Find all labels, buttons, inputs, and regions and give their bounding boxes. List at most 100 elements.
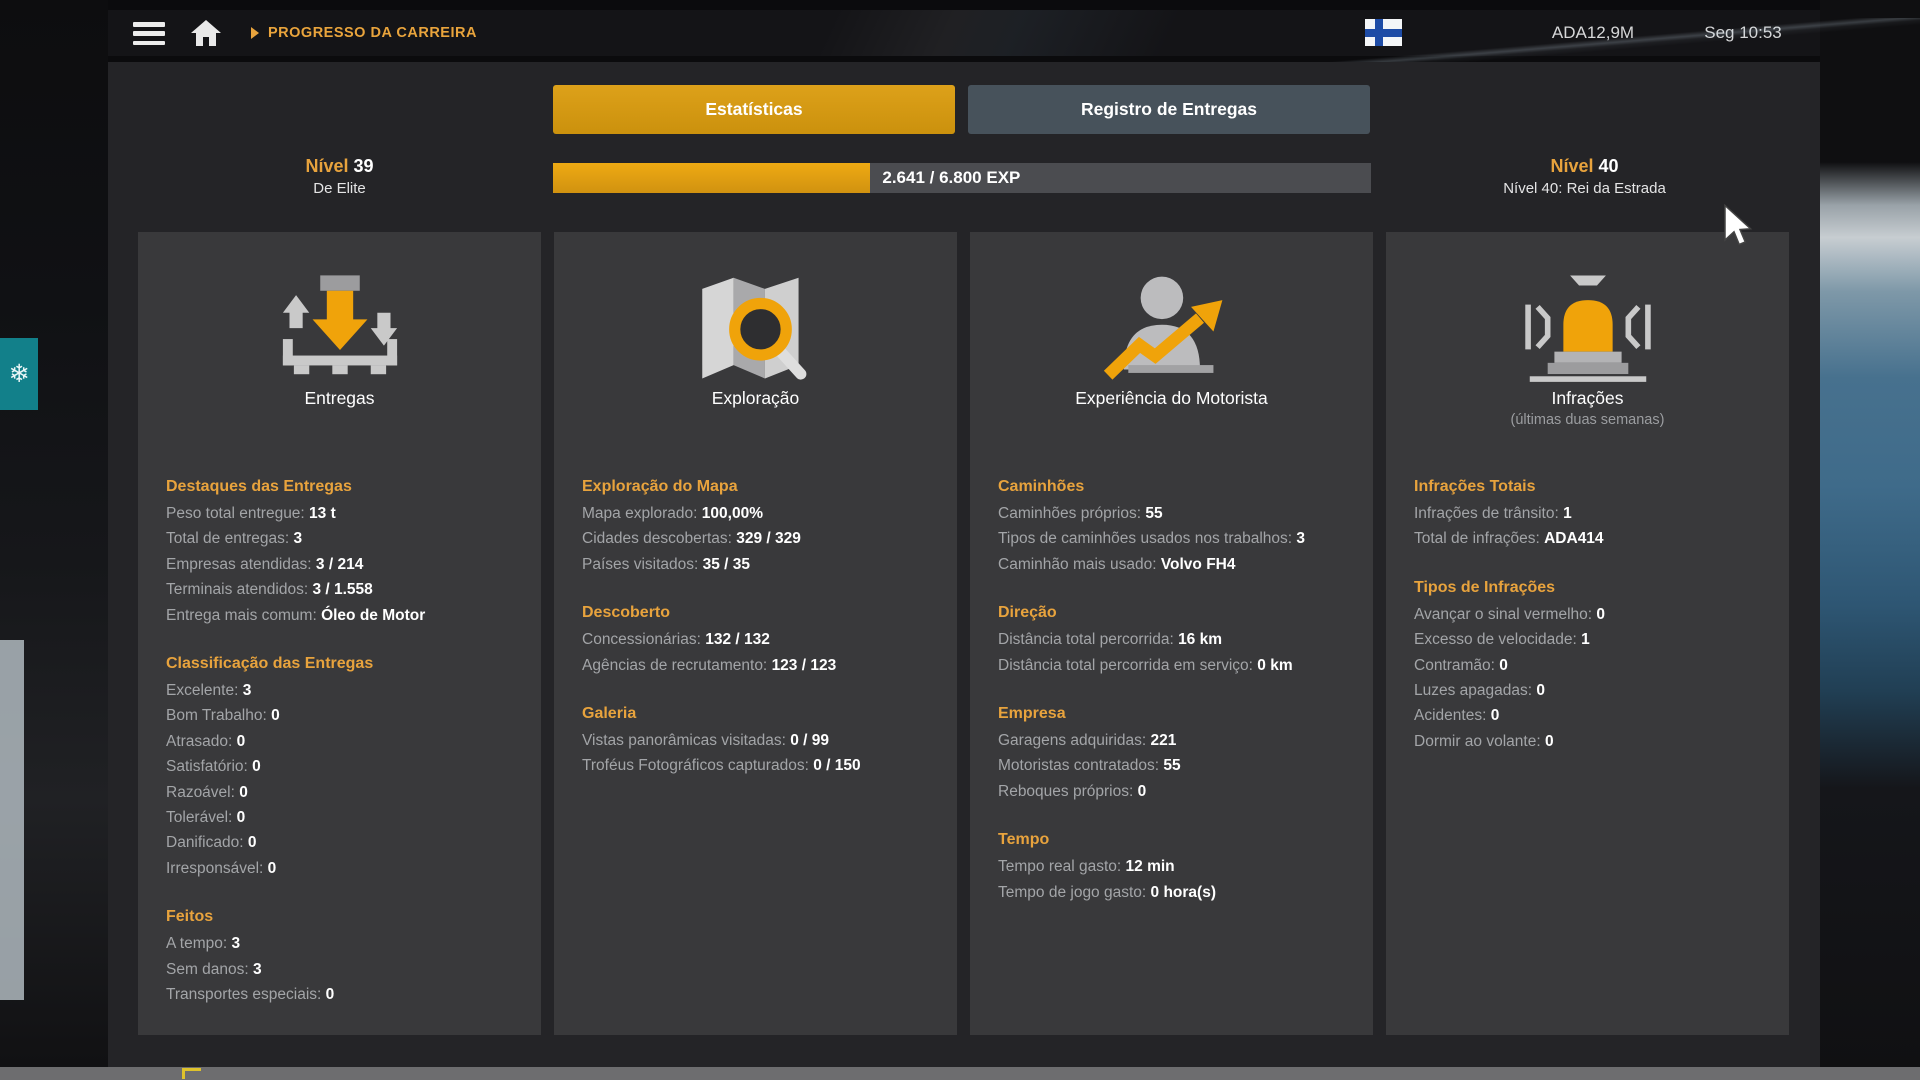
- next-level-subtitle: Nível 40: Rei da Estrada: [1503, 180, 1666, 197]
- stat-row: Concessionárias: 132 / 132: [582, 627, 929, 652]
- stats-columns: Entregas Destaques das Entregas Peso tot…: [138, 232, 1789, 1035]
- stat-label: Países visitados:: [582, 555, 703, 573]
- stat-label: Total de infrações:: [1414, 530, 1545, 548]
- section-stats: A tempo: 3 Sem danos: 3 Transportes espe…: [166, 931, 513, 1007]
- stat-value: 3: [1296, 530, 1306, 548]
- section-stats: Tempo real gasto: 12 min Tempo de jogo g…: [998, 854, 1345, 905]
- stat-row: Tempo de jogo gasto: 0 hora(s): [998, 880, 1345, 905]
- stat-value: 0: [271, 707, 280, 725]
- stat-row: Mapa explorado: 100,00%: [582, 501, 929, 526]
- stats-section: Exploração do Mapa Mapa explorado: 100,0…: [582, 477, 929, 577]
- stat-row: Cidades descobertas: 329 / 329: [582, 526, 929, 551]
- stat-label: Vistas panorâmicas visitadas:: [582, 732, 791, 750]
- stats-column-cargo: Entregas Destaques das Entregas Peso tot…: [138, 232, 541, 1035]
- section-header: Destaques das Entregas: [166, 478, 352, 495]
- tab-label: Estatísticas: [705, 99, 803, 119]
- stat-row: Total de entregas: 3: [166, 526, 513, 551]
- section-stats: Excelente: 3 Bom Trabalho: 0 Atrasado: 0…: [166, 678, 513, 881]
- column-header: Entregas: [138, 232, 541, 477]
- siren-infractions-icon: [1524, 275, 1651, 382]
- stat-row: A tempo: 3: [166, 931, 513, 956]
- stat-value: 0: [1596, 605, 1605, 623]
- stat-value: 3 / 1.558: [312, 581, 373, 599]
- stat-value: Volvo FH4: [1160, 555, 1236, 573]
- stat-value: 0: [247, 834, 257, 852]
- stat-label: Distância total percorrida:: [998, 631, 1179, 649]
- column-header: Experiência do Motorista: [970, 232, 1373, 477]
- section-stats: Mapa explorado: 100,00% Cidades descober…: [582, 501, 929, 577]
- stat-label: Infrações de trânsito:: [1414, 505, 1564, 522]
- stat-label: Total de entregas:: [166, 530, 294, 548]
- stat-value: 55: [1145, 505, 1163, 522]
- stat-label: Cidades descobertas:: [582, 530, 737, 548]
- current-level-label: Nível: [305, 156, 349, 176]
- stat-value: 132 / 132: [705, 631, 770, 649]
- stat-label: Excelente:: [166, 682, 243, 700]
- stat-label: Razoável:: [166, 783, 240, 801]
- stat-value: 3: [253, 960, 262, 978]
- stat-row: Excesso de velocidade: 1: [1414, 627, 1761, 652]
- section-header: Classificação das Entregas: [166, 655, 374, 673]
- stat-row: Transportes especiais: 0: [166, 982, 513, 1007]
- stats-section: Feitos A tempo: 3 Sem danos: 3 Transport…: [166, 907, 513, 1007]
- stat-label: A tempo:: [166, 935, 232, 953]
- stat-label: Tipos de caminhões usados nos trabalhos:: [998, 530, 1297, 548]
- stat-row: Sem danos: 3: [166, 957, 513, 982]
- section-header: Empresa: [998, 705, 1066, 723]
- column-sections: Caminhões Caminhões próprios: 55 Tipos d…: [970, 477, 1373, 905]
- tab-active[interactable]: Estatísticas: [553, 85, 955, 134]
- stat-value: 221: [1150, 732, 1177, 750]
- stat-row: Peso total entregue: 13 t: [166, 501, 513, 526]
- stat-value: Óleo de Motor: [321, 606, 426, 624]
- stat-value: 0: [236, 732, 246, 750]
- stat-label: Tempo real gasto:: [998, 858, 1126, 876]
- stat-value: 0: [1536, 682, 1545, 700]
- breadcrumb: PROGRESSO DA CARREIRA: [268, 25, 477, 41]
- section-header: Feitos: [166, 908, 214, 926]
- stat-row: Tolerável: 0: [166, 805, 513, 830]
- stat-row: Países visitados: 35 / 35: [582, 552, 929, 577]
- stat-label: Satisfatório:: [166, 758, 253, 776]
- column-sections: Infrações Totais Infrações de trânsito: …: [1386, 477, 1789, 754]
- stat-row: Luzes apagadas: 0: [1414, 678, 1761, 703]
- stat-label: Garagens adquiridas:: [998, 732, 1151, 750]
- stat-row: Tempo real gasto: 12 min: [998, 854, 1345, 879]
- section-header: Infrações Totais: [1414, 478, 1536, 495]
- section-header: Tipos de Infrações: [1414, 578, 1556, 596]
- stats-section: Caminhões Caminhões próprios: 55 Tipos d…: [998, 477, 1345, 577]
- stat-value: 0: [236, 809, 246, 827]
- stat-value: 13 t: [309, 505, 336, 522]
- money-display: ADA12,9M: [1551, 23, 1635, 42]
- menu-icon[interactable]: [133, 22, 165, 45]
- section-stats: Caminhões próprios: 55 Tipos de caminhõe…: [998, 501, 1345, 577]
- stat-value: 3: [231, 935, 241, 953]
- stat-value: 3: [242, 682, 252, 700]
- section-stats: Peso total entregue: 13 t Total de entre…: [166, 501, 513, 628]
- stat-value: 35 / 35: [702, 555, 751, 573]
- stat-row: Reboques próprios: 0: [998, 779, 1345, 804]
- finland-flag-icon: [1365, 19, 1402, 46]
- stat-value: 1: [1581, 631, 1590, 649]
- home-icon[interactable]: [190, 19, 222, 47]
- stats-section: Descoberto Concessionárias: 132 / 132 Ag…: [582, 603, 929, 678]
- stat-row: Empresas atendidas: 3 / 214: [166, 552, 513, 577]
- stat-value: 123 / 123: [771, 656, 837, 674]
- current-level-subtitle: De Elite: [313, 180, 366, 197]
- road-marking: [182, 1068, 201, 1079]
- tab-inactive[interactable]: Registro de Entregas: [968, 85, 1370, 134]
- column-sections: Exploração do Mapa Mapa explorado: 100,0…: [554, 477, 957, 779]
- next-level-label: Nível: [1550, 156, 1594, 176]
- stat-value: 100,00%: [701, 505, 763, 522]
- stat-label: Empresas atendidas:: [166, 555, 316, 573]
- stat-label: Sem danos:: [166, 960, 254, 978]
- stat-value: 12 min: [1125, 858, 1175, 876]
- stat-value: 55: [1163, 757, 1181, 775]
- stat-value: 0 / 150: [813, 757, 861, 775]
- stat-label: Terminais atendidos:: [166, 581, 313, 599]
- section-header: Direção: [998, 604, 1057, 622]
- stat-row: Agências de recrutamento: 123 / 123: [582, 653, 929, 678]
- stat-value: 0: [325, 986, 335, 1004]
- time-display: Seg 10:53: [1704, 23, 1782, 42]
- column-header: Infrações (últimas duas semanas): [1386, 232, 1789, 477]
